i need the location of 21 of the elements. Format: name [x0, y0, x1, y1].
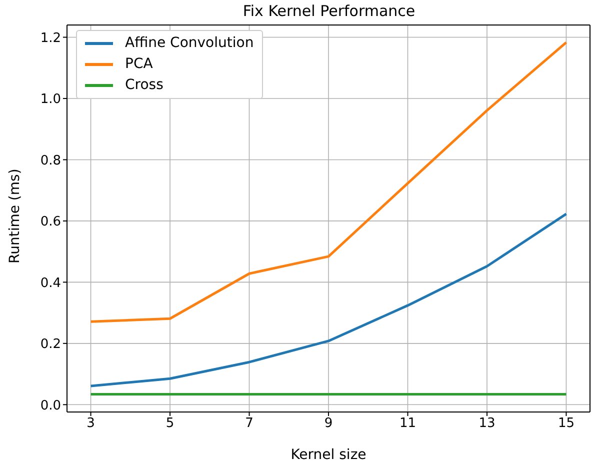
y-tick-label: 0.6	[40, 214, 61, 230]
x-axis-title: Kernel size	[290, 447, 366, 461]
x-tick-label: 3	[86, 416, 95, 432]
chart-title: Fix Kernel Performance	[242, 2, 416, 20]
legend-label: PCA	[125, 55, 153, 74]
line-series	[90, 212, 568, 388]
y-tick-label: 0.8	[40, 153, 61, 168]
x-tick-label: 15	[558, 416, 574, 432]
y-tick-label: 0.4	[40, 276, 61, 291]
y-axis-title: Runtime (ms)	[6, 168, 23, 264]
y-tick-label: 0.2	[40, 337, 61, 352]
x-tick-label: 11	[399, 416, 416, 432]
legend-label: Cross	[125, 76, 164, 95]
x-tick-label: 13	[478, 416, 496, 432]
x-tick-label: 9	[324, 416, 333, 432]
y-tick-label: 0.0	[40, 398, 61, 414]
legend-label: Affine Convolution	[125, 34, 254, 53]
x-tick-label: 5	[166, 416, 174, 432]
y-tick-label: 1.2	[40, 30, 61, 46]
x-tick-label: 7	[245, 416, 254, 432]
y-tick-label: 1.0	[40, 92, 61, 108]
